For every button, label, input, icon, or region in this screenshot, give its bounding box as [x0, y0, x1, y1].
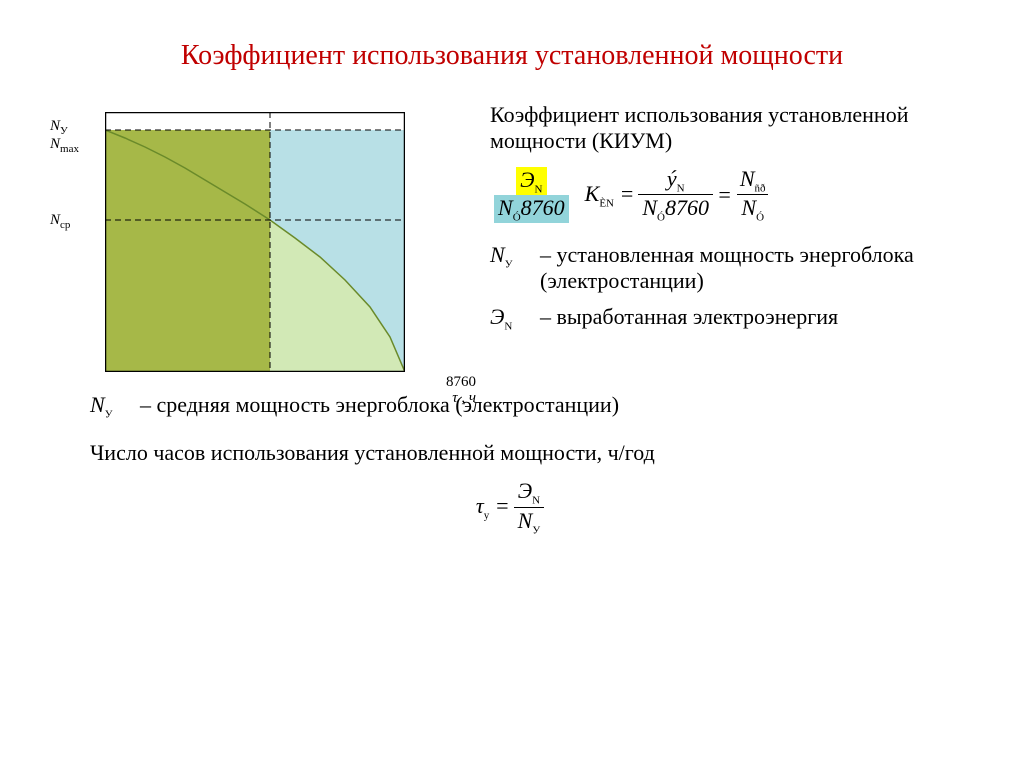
subtitle: Коэффициент использования установленной … — [490, 102, 974, 154]
def-nu2-symbol: NУ — [90, 392, 132, 420]
def-nu2-row: NУ – средняя мощность энергоблока (элект… — [90, 392, 974, 420]
def-nu-symbol: NУ — [490, 242, 532, 270]
tau-num: ЭN — [514, 478, 544, 506]
colored-fraction: ЭN NÓ8760 — [494, 167, 569, 224]
eq-frac1-num: ýN — [663, 166, 689, 194]
page-title: Коэффициент использования установленной … — [50, 40, 974, 72]
tau-equation: τу = ЭN NУ — [50, 478, 974, 536]
def-nu-text: – установленная мощность энергоблока (эл… — [540, 242, 974, 294]
chart-area: 8760 τ , ч — [105, 112, 470, 372]
y-label-nmax: Nmax — [50, 136, 79, 155]
tau-lhs: τу = — [476, 493, 510, 521]
frac-numerator: ЭN — [516, 167, 546, 195]
eq-frac2-den: NÓ — [737, 194, 768, 223]
def-en-symbol: ЭN — [490, 304, 532, 332]
tau-den: NУ — [514, 507, 544, 536]
x-axis-label: τ , ч — [452, 390, 476, 407]
x-tick-8760: 8760 — [446, 374, 476, 391]
def-en-row: ЭN – выработанная электроэнергия — [490, 304, 974, 332]
y-label-ncp: Nср — [50, 212, 70, 231]
load-duration-chart — [105, 112, 405, 372]
eq-frac2: Nñð NÓ — [736, 166, 770, 224]
hours-line: Число часов использования установленной … — [90, 440, 974, 466]
eq-equals: = — [717, 182, 732, 208]
y-label-nu: NУ — [50, 118, 68, 137]
def-nu2-text: – средняя мощность энергоблока (электрос… — [140, 392, 619, 418]
tau-frac: ЭN NУ — [514, 478, 544, 536]
def-nu-row: NУ – установленная мощность энергоблока … — [490, 242, 974, 294]
eq-frac2-num: Nñð — [736, 166, 770, 194]
text-column: Коэффициент использования установленной … — [490, 102, 974, 372]
eq-lhs: KÈN = — [585, 181, 635, 209]
content-row: NУ Nmax Nср 8760 τ , ч Коэффициент испол… — [50, 102, 974, 372]
eq-frac1: ýN NÓ8760 — [638, 166, 713, 224]
def-en-text: – выработанная электроэнергия — [540, 304, 838, 330]
highlighted-fraction-row: ЭN NÓ8760 KÈN = ýN NÓ8760 = Nñð NÓ — [490, 166, 974, 224]
chart-column: NУ Nmax Nср 8760 τ , ч — [50, 102, 470, 372]
frac-denominator: NÓ8760 — [494, 195, 569, 223]
bottom-block: NУ – средняя мощность энергоблока (элект… — [50, 392, 974, 536]
eq-frac1-den: NÓ8760 — [638, 194, 713, 223]
main-equation: KÈN = ýN NÓ8760 = Nñð NÓ — [585, 166, 774, 224]
